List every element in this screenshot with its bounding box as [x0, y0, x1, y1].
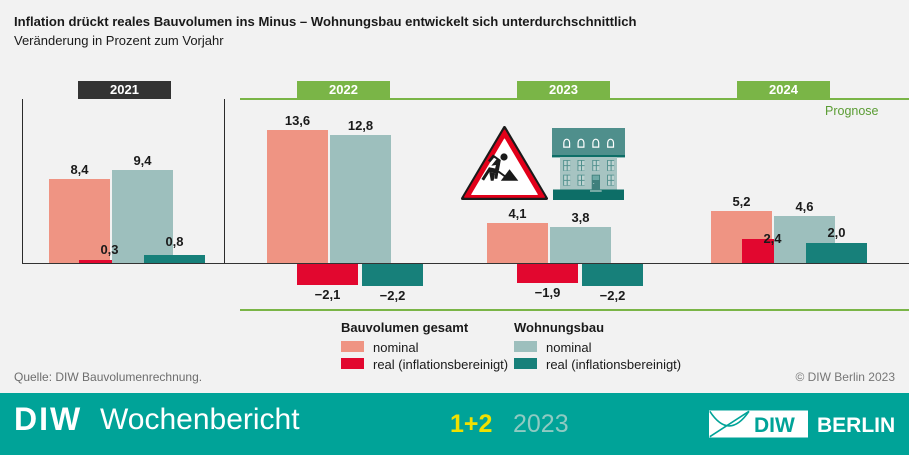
- svg-text:DIW: DIW: [754, 414, 795, 437]
- svg-text:BERLIN: BERLIN: [817, 414, 895, 437]
